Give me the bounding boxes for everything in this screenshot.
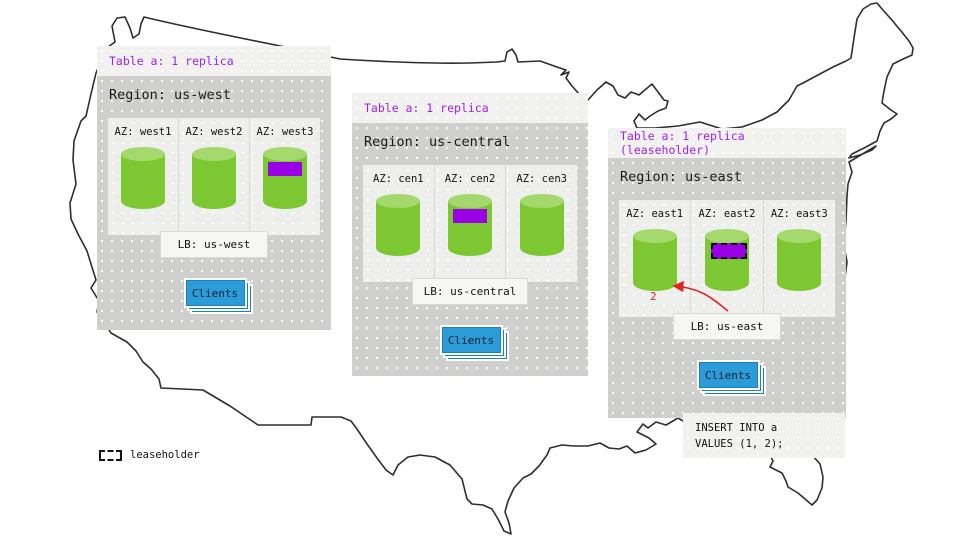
clients-button: Clients (698, 362, 758, 388)
db-node-cylinder (263, 147, 307, 210)
replica-block (268, 162, 302, 176)
region-panel-us-west: Table a: 1 replica Region: us-west AZ: w… (97, 46, 331, 330)
az-label: AZ: west3 (256, 126, 314, 138)
leaseholder-swatch-icon (99, 449, 122, 461)
table-replica-header: Table a: 1 replica (leaseholder) (608, 128, 846, 158)
region-panel-us-central: Table a: 1 replica Region: us-central AZ… (352, 93, 588, 376)
az-zone-cen3: AZ: cen3 (505, 165, 577, 282)
az-label: AZ: cen2 (444, 173, 496, 185)
region-body: Region: us-west AZ: west1 AZ: west2 (97, 76, 331, 330)
db-node-cylinder (519, 194, 564, 257)
cylinder-body (777, 236, 822, 291)
az-zone-west3: AZ: west3 (249, 118, 320, 235)
region-title: Region: us-west (109, 87, 231, 103)
cylinder-top (121, 147, 165, 161)
region-body: Region: us-east AZ: east1 AZ: east2 (608, 158, 846, 418)
table-replica-label: Table a: 1 replica (364, 101, 489, 115)
db-node-cylinder (448, 194, 492, 257)
az-label: AZ: east3 (770, 208, 828, 220)
leaseholder-legend: leaseholder (99, 449, 200, 461)
db-node-cylinder (704, 229, 749, 292)
cylinder-top (192, 147, 236, 161)
table-replica-header: Table a: 1 replica (97, 46, 331, 76)
leaseholder-replica-block (710, 243, 747, 259)
az-label: AZ: cen3 (516, 173, 567, 185)
load-balancer-box: LB: us-west (160, 231, 268, 258)
cylinder-body (519, 201, 564, 256)
sql-line-1: INSERT INTO a (695, 422, 778, 434)
cylinder-body (192, 154, 236, 209)
leaseholder-legend-label: leaseholder (130, 449, 200, 461)
load-balancer-box: LB: us-central (411, 278, 529, 305)
db-node-cylinder (777, 229, 822, 292)
clients-button: Clients (441, 327, 501, 353)
cylinder-top (376, 194, 421, 208)
db-node-cylinder (192, 147, 236, 210)
az-zone-cen2: AZ: cen2 (433, 165, 506, 282)
clients-button: Clients (185, 280, 245, 306)
az-zone-east1: AZ: east1 (619, 200, 690, 317)
clients-stack: Clients (185, 280, 251, 312)
az-zone-west1: AZ: west1 (108, 118, 178, 235)
region-title: Region: us-central (364, 134, 511, 150)
az-zone-east3: AZ: east3 (762, 200, 835, 317)
cylinder-top (777, 229, 822, 243)
az-container: AZ: west1 AZ: west2 AZ: west3 (108, 118, 320, 235)
cylinder-body (376, 201, 421, 256)
sql-statement-box: INSERT INTO a VALUES (1, 2); (683, 413, 845, 458)
db-node-cylinder (376, 194, 421, 257)
region-title: Region: us-east (620, 169, 742, 185)
table-replica-label: Table a: 1 replica (leaseholder) (620, 129, 745, 157)
arrow-step-label: 2 (650, 290, 657, 303)
region-panel-us-east: Table a: 1 replica (leaseholder) Region:… (608, 128, 846, 418)
load-balancer-box: LB: us-east (673, 313, 781, 340)
az-container: AZ: cen1 AZ: cen2 AZ: cen3 (363, 165, 577, 282)
table-replica-label: Table a: 1 replica (109, 54, 234, 68)
sql-line-2: VALUES (1, 2); (695, 438, 784, 451)
az-label: AZ: cen1 (373, 173, 424, 185)
replica-block (453, 209, 487, 223)
cylinder-top (704, 229, 749, 243)
cylinder-top (263, 147, 307, 161)
az-zone-east2: AZ: east2 (690, 200, 762, 317)
cylinder-top (632, 229, 677, 243)
az-label: AZ: west1 (114, 126, 172, 138)
az-label: AZ: east2 (698, 208, 756, 220)
az-label: AZ: east1 (626, 208, 684, 220)
cylinder-top (448, 194, 492, 208)
az-zone-cen1: AZ: cen1 (363, 165, 434, 282)
clients-stack: Clients (441, 327, 507, 359)
clients-stack: Clients (698, 362, 764, 394)
region-body: Region: us-central AZ: cen1 AZ: cen2 (352, 123, 588, 376)
db-node-cylinder (121, 147, 165, 210)
table-replica-header: Table a: 1 replica (352, 93, 588, 123)
az-label: AZ: west2 (185, 126, 243, 138)
az-zone-west2: AZ: west2 (178, 118, 249, 235)
cylinder-body (121, 154, 165, 209)
db-node-cylinder (632, 229, 677, 292)
cylinder-top (519, 194, 564, 208)
cylinder-body (632, 236, 677, 291)
